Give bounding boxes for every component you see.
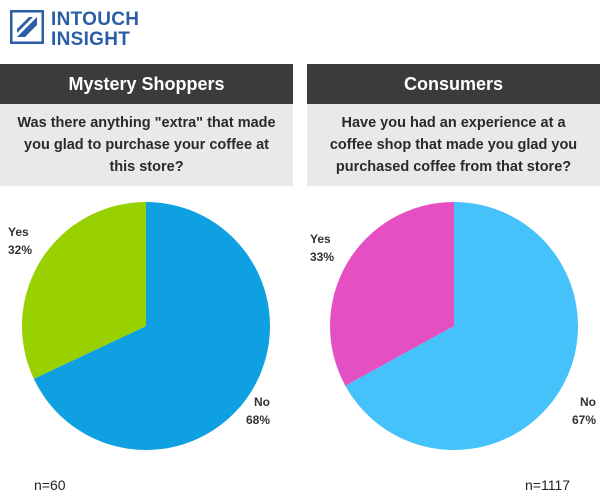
- sample-size-label: n=1117: [525, 477, 571, 493]
- logo-mark-icon: [10, 10, 44, 44]
- panel-title: Mystery Shoppers: [0, 64, 293, 104]
- pie-slice-yes: [330, 202, 454, 386]
- slice-percent-label: 68%: [246, 413, 270, 427]
- logo-line-1: INTOUCH: [51, 9, 140, 30]
- panel-title: Consumers: [307, 64, 600, 104]
- pie-slice-yes: [22, 202, 146, 379]
- logo-line-2: INSIGHT: [51, 29, 131, 50]
- slice-percent-label: 67%: [572, 413, 596, 427]
- slice-percent-label: 33%: [310, 250, 334, 264]
- slice-percent-label: 32%: [8, 243, 32, 257]
- logo-wordmark: INTOUCH INSIGHT: [51, 10, 139, 50]
- slice-category-label: No: [254, 395, 270, 409]
- sample-size-label: n=60: [34, 477, 66, 493]
- pie-slice-no: [33, 202, 270, 450]
- slice-category-label: No: [580, 395, 596, 409]
- pie-slice-no: [345, 202, 578, 450]
- slice-category-label: Yes: [310, 232, 331, 246]
- panel-question: Was there anything "extra" that made you…: [0, 104, 293, 186]
- mystery-shoppers-panel: Mystery Shoppers Was there anything "ext…: [0, 64, 293, 186]
- mystery-shoppers-pie-chart: No 68% Yes 32%: [8, 202, 270, 450]
- panel-question: Have you had an experience at a coffee s…: [307, 104, 600, 186]
- consumers-pie-chart: No 67% Yes 33%: [310, 202, 596, 450]
- intouch-insight-logo: INTOUCH INSIGHT: [10, 8, 170, 50]
- slice-category-label: Yes: [8, 225, 29, 239]
- consumers-panel: Consumers Have you had an experience at …: [307, 64, 600, 186]
